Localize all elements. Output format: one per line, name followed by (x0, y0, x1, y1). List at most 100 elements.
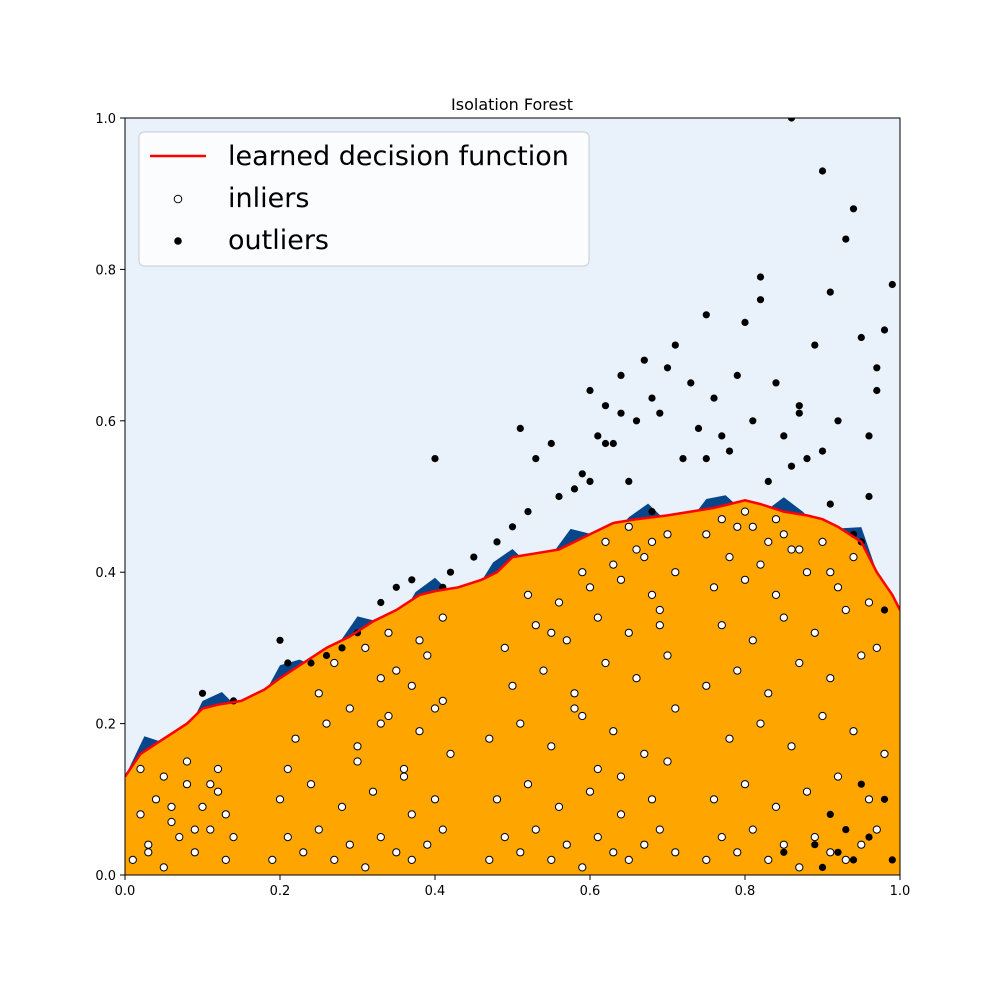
inlier-point (818, 711, 827, 721)
outlier-point (679, 455, 687, 463)
inlier-point (578, 711, 587, 721)
inlier-point (392, 848, 401, 857)
inlier-point (531, 621, 540, 630)
inlier-point (655, 825, 664, 834)
x-tick-label: 0.0 (115, 884, 136, 899)
inlier-point (609, 727, 618, 736)
inlier-point (376, 674, 385, 683)
outlier-point (780, 848, 788, 856)
outlier-point (865, 432, 873, 440)
inlier-point (601, 537, 610, 547)
inlier-point (609, 560, 618, 569)
inlier-point (578, 863, 587, 872)
inlier-point (585, 787, 595, 796)
inliers-layer (128, 507, 889, 872)
inlier-point (624, 522, 633, 531)
outlier-point (431, 455, 439, 463)
outlier-point (880, 326, 889, 334)
outlier-point (818, 167, 827, 175)
inlier-point (562, 840, 571, 849)
inlier-point (399, 772, 409, 781)
legend-outlier-swatch (174, 237, 182, 245)
inlier-point (748, 825, 757, 834)
outlier-point (578, 470, 586, 478)
inlier-point (818, 537, 827, 547)
inlier-point (756, 560, 765, 569)
outlier-point (284, 659, 292, 667)
outlier-point (307, 659, 315, 667)
outlier-point (787, 118, 796, 122)
outlier-point (826, 810, 834, 819)
inlier-point (144, 848, 153, 857)
inlier-point (795, 658, 804, 668)
inlier-point (717, 833, 726, 842)
inlier-point (857, 651, 866, 660)
inlier-point (779, 840, 788, 849)
inlier-point (554, 802, 564, 812)
inlier-point (647, 590, 657, 600)
inlier-point (190, 848, 199, 857)
inlier-point (500, 833, 509, 842)
y-axis: 0.0 0.2 0.4 0.6 0.8 1.0 (95, 112, 125, 884)
inlier-point (213, 787, 223, 796)
inlier-point (175, 833, 184, 842)
inlier-point (748, 636, 757, 645)
outlier-point (741, 318, 749, 326)
outlier-point (849, 856, 858, 864)
outlier-point (857, 780, 865, 788)
outlier-point (516, 424, 524, 432)
inlier-point (640, 553, 649, 562)
inlier-point (547, 628, 556, 637)
outlier-point (446, 568, 455, 576)
inlier-point (167, 817, 176, 827)
inlier-point (663, 757, 672, 766)
inlier-point (872, 825, 881, 834)
inlier-point (213, 764, 223, 774)
inlier-point (446, 749, 455, 759)
inlier-point (407, 681, 416, 690)
inlier-point (756, 719, 765, 728)
inlier-point (671, 848, 680, 857)
outlier-point (640, 356, 648, 364)
inlier-point (438, 825, 447, 834)
inlier-point (523, 590, 533, 600)
inlier-point (624, 628, 633, 637)
inlier-point (740, 575, 750, 584)
x-tick-label: 0.6 (580, 884, 601, 899)
plot-area (125, 118, 900, 875)
inlier-point (438, 613, 447, 622)
inlier-point (283, 833, 292, 842)
inlier-point (531, 825, 540, 834)
inlier-point (771, 590, 781, 600)
inlier-point (423, 651, 432, 660)
outlier-point (733, 371, 741, 379)
outlier-point (780, 432, 788, 440)
outlier-point (857, 333, 865, 342)
outlier-point (198, 689, 207, 697)
outliers-layer (198, 118, 896, 872)
outlier-point (772, 379, 780, 387)
inlier-point (740, 507, 750, 516)
inlier-point (275, 795, 285, 804)
outlier-point (756, 273, 765, 281)
inlier-point (841, 855, 850, 865)
inlier-point (322, 719, 331, 728)
inlier-point (392, 666, 401, 675)
inlier-point (787, 742, 796, 751)
outlier-point (617, 409, 625, 417)
inlier-point (779, 530, 788, 539)
inlier-point (516, 848, 525, 857)
inlier-point (547, 855, 556, 865)
inlier-point (376, 833, 385, 842)
outlier-point (718, 432, 726, 440)
outlier-point (586, 386, 594, 395)
outlier-point (795, 402, 803, 410)
inlier-point (206, 825, 215, 834)
outlier-point (842, 235, 850, 243)
outlier-point (609, 439, 617, 448)
inlier-point (415, 727, 424, 736)
inlier-point (802, 787, 812, 796)
inlier-point (190, 825, 199, 834)
y-tick-label: 1.0 (95, 112, 116, 127)
outlier-point (849, 205, 858, 213)
